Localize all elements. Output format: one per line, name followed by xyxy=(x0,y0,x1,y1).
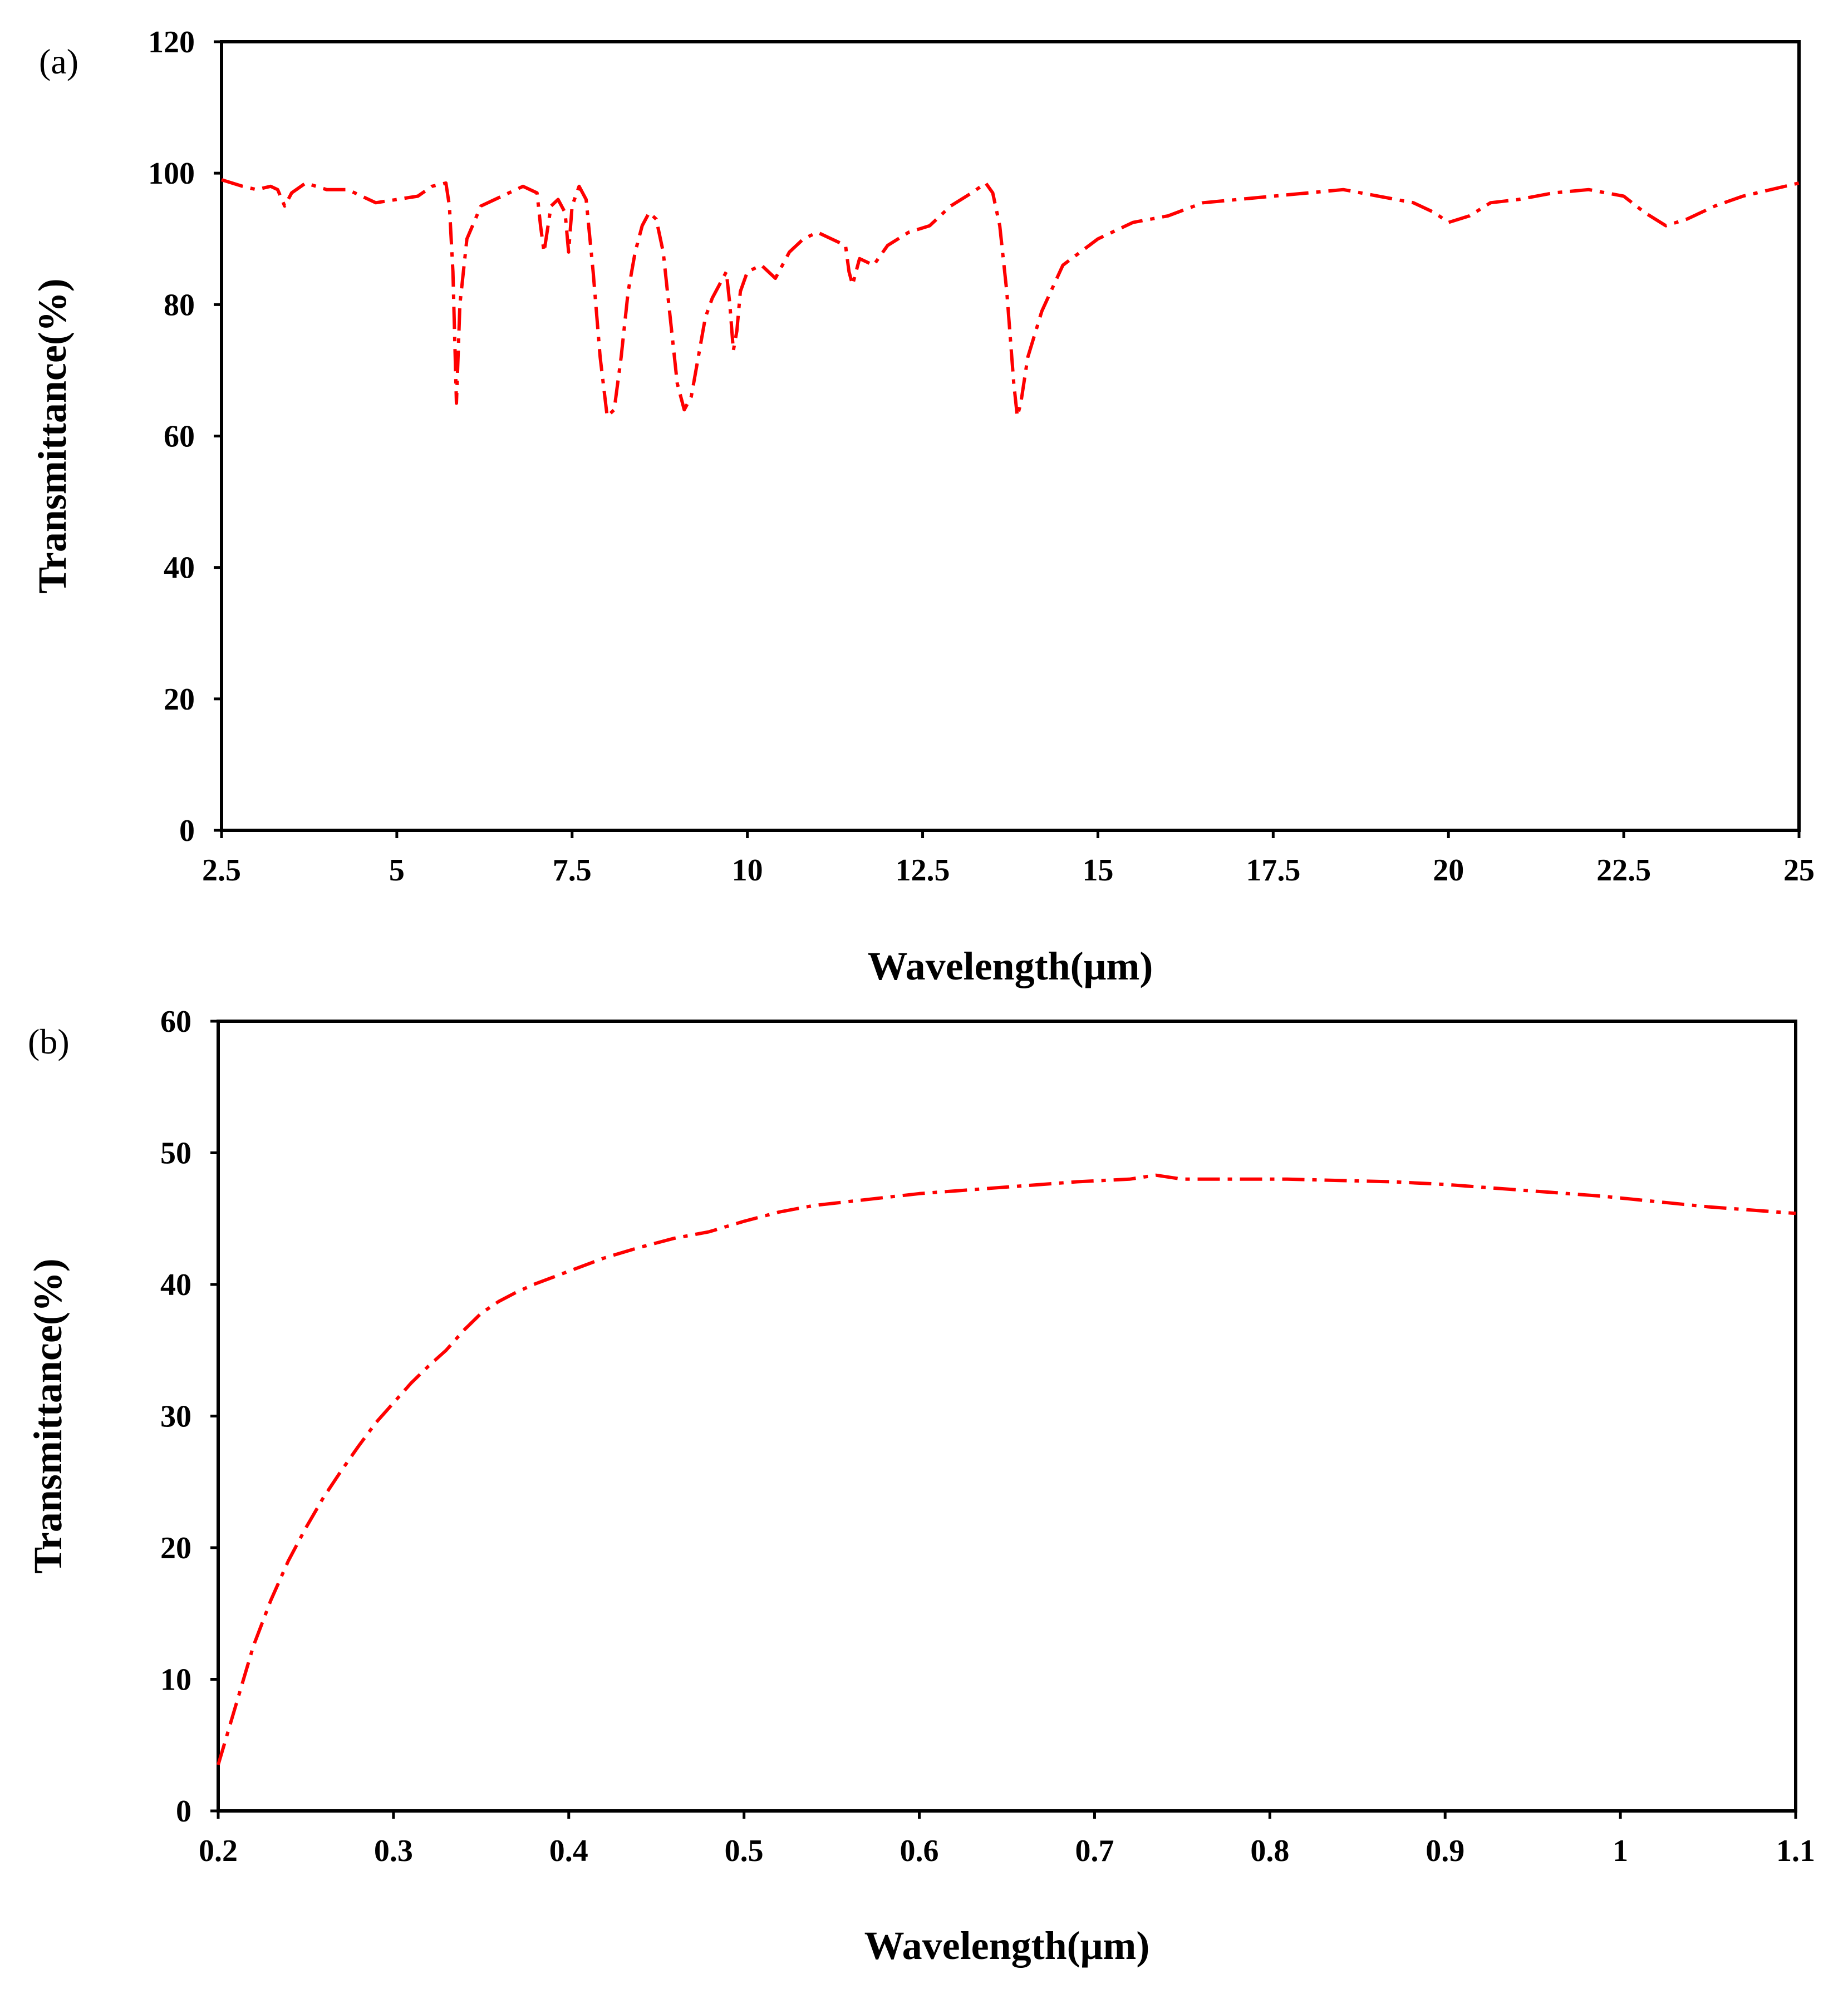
x-tick-label: 1.1 xyxy=(1776,1834,1815,1868)
y-tick-label: 60 xyxy=(164,420,195,454)
panel-b: 0 10 20 30 40 50 60 0.2 0.3 0.4 0.5 0.6 0.7 0.8 0.9 1 1.… xyxy=(26,1005,1815,1968)
y-axis-title: Transmittance(%) xyxy=(30,278,75,594)
y-tick-label: 20 xyxy=(160,1531,191,1565)
y-tick-label: 60 xyxy=(160,1005,191,1039)
y-axis-title: Transmittance(%) xyxy=(26,1258,70,1574)
x-tick-label: 22.5 xyxy=(1596,853,1651,888)
y-tick-label: 80 xyxy=(164,288,195,322)
y-tick-label: 120 xyxy=(148,25,195,60)
x-tick-label: 7.5 xyxy=(553,853,592,888)
series-line-transmittance xyxy=(217,1173,1796,1766)
plot-frame xyxy=(220,40,1801,832)
x-tick-label: 12.5 xyxy=(896,853,950,888)
y-tick-label: 20 xyxy=(164,682,195,717)
x-tick-label: 0.9 xyxy=(1426,1834,1464,1868)
y-tick-label: 100 xyxy=(148,156,195,191)
y-tick-label: 30 xyxy=(160,1400,191,1434)
panel-a: 0 20 40 60 80 100 120 2.5 5 7.5 10 12.5 15 17.5 20 22.5… xyxy=(30,25,1815,988)
x-tick-label: 20 xyxy=(1433,853,1464,888)
x-tick-label: 0.4 xyxy=(549,1834,588,1868)
panel-label: (b) xyxy=(28,1022,70,1061)
x-tick-label: 0.3 xyxy=(374,1834,413,1868)
x-tick-label: 17.5 xyxy=(1246,853,1300,888)
panel-label: (a) xyxy=(39,42,78,81)
x-tick-label: 25 xyxy=(1783,853,1815,888)
plot-frame xyxy=(217,1020,1797,1813)
x-tick-label: 0.7 xyxy=(1075,1834,1114,1868)
series-line-transmittance xyxy=(221,178,1800,419)
x-tick-label: 0.6 xyxy=(900,1834,939,1868)
x-tick-label: 15 xyxy=(1082,853,1113,888)
x-tick-label: 0.5 xyxy=(725,1834,764,1868)
x-axis-title: Wavelength(μm) xyxy=(868,944,1153,988)
y-tick-label: 10 xyxy=(160,1663,191,1697)
y-tick-label: 40 xyxy=(164,551,195,585)
x-tick-label: 10 xyxy=(732,853,763,888)
x-tick-label: 2.5 xyxy=(202,853,241,888)
x-tick-label: 0.2 xyxy=(199,1834,238,1868)
x-tick-label: 1 xyxy=(1613,1834,1628,1868)
x-tick-label: 5 xyxy=(389,853,405,888)
y-tick-label: 50 xyxy=(160,1136,191,1171)
x-axis-title: Wavelength(μm) xyxy=(864,1923,1150,1968)
y-tick-label: 0 xyxy=(176,1794,191,1829)
x-tick-label: 0.8 xyxy=(1250,1834,1289,1868)
y-tick-label: 40 xyxy=(160,1268,191,1302)
y-tick-label: 0 xyxy=(179,814,195,848)
